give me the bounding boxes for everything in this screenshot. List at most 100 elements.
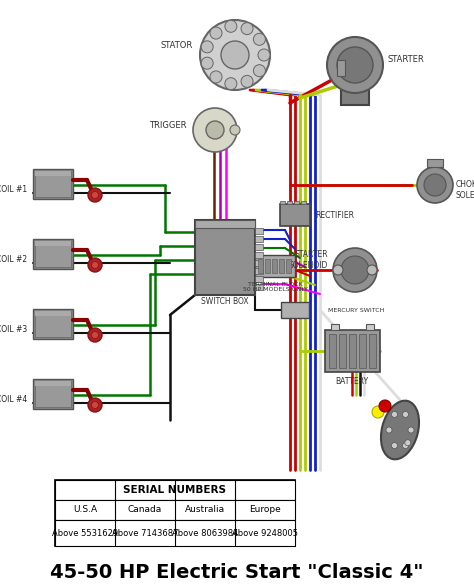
Bar bbox=[359, 334, 366, 368]
Bar bbox=[294, 201, 299, 204]
Circle shape bbox=[379, 400, 391, 412]
Bar bbox=[55, 480, 295, 546]
Bar bbox=[35, 241, 71, 267]
Bar bbox=[366, 324, 374, 330]
Circle shape bbox=[88, 328, 102, 342]
Bar bbox=[35, 311, 71, 316]
Circle shape bbox=[417, 167, 453, 203]
Bar bbox=[255, 260, 263, 266]
Bar bbox=[286, 259, 291, 273]
Bar bbox=[35, 381, 71, 386]
Bar bbox=[35, 171, 71, 176]
Text: Above 8063984: Above 8063984 bbox=[172, 529, 238, 537]
Bar bbox=[255, 284, 263, 290]
Bar bbox=[255, 252, 263, 258]
Bar bbox=[255, 228, 263, 234]
Circle shape bbox=[337, 47, 373, 83]
Circle shape bbox=[254, 33, 265, 46]
Circle shape bbox=[241, 23, 253, 34]
Text: Canada: Canada bbox=[128, 506, 162, 515]
Bar bbox=[55, 480, 295, 500]
Bar bbox=[337, 60, 345, 76]
Bar bbox=[55, 520, 295, 546]
Circle shape bbox=[327, 37, 383, 93]
Circle shape bbox=[221, 41, 249, 69]
Circle shape bbox=[225, 20, 237, 32]
Text: COIL #3: COIL #3 bbox=[0, 325, 27, 335]
Text: Above 5531629: Above 5531629 bbox=[52, 529, 118, 537]
Circle shape bbox=[88, 258, 102, 272]
Circle shape bbox=[230, 125, 240, 135]
Bar bbox=[279, 259, 284, 273]
Text: RECTIFIER: RECTIFIER bbox=[315, 210, 354, 220]
Bar bbox=[33, 169, 73, 199]
Bar bbox=[272, 259, 277, 273]
Bar bbox=[195, 220, 255, 295]
Text: SERIAL NUMBERS: SERIAL NUMBERS bbox=[124, 485, 227, 495]
Circle shape bbox=[402, 411, 409, 418]
Circle shape bbox=[91, 262, 99, 269]
Bar bbox=[255, 244, 263, 250]
Circle shape bbox=[333, 265, 343, 275]
Bar bbox=[255, 236, 263, 242]
Circle shape bbox=[88, 188, 102, 202]
Circle shape bbox=[258, 49, 270, 61]
Circle shape bbox=[402, 443, 409, 449]
Circle shape bbox=[333, 248, 377, 292]
Circle shape bbox=[341, 256, 369, 284]
Circle shape bbox=[372, 406, 384, 418]
Text: COIL #2: COIL #2 bbox=[0, 256, 27, 265]
Circle shape bbox=[225, 78, 237, 90]
Circle shape bbox=[392, 443, 398, 449]
Bar bbox=[331, 324, 339, 330]
Circle shape bbox=[200, 20, 270, 90]
Text: STARTER: STARTER bbox=[388, 55, 425, 64]
Circle shape bbox=[91, 192, 99, 199]
Bar bbox=[280, 204, 310, 226]
Bar bbox=[369, 334, 376, 368]
Bar bbox=[33, 239, 73, 269]
Bar bbox=[33, 309, 73, 339]
Bar bbox=[280, 201, 285, 204]
Text: Above 9248005: Above 9248005 bbox=[232, 529, 298, 537]
Text: COIL #4: COIL #4 bbox=[0, 395, 27, 405]
Circle shape bbox=[88, 398, 102, 412]
Text: Above 7143687: Above 7143687 bbox=[112, 529, 178, 537]
Circle shape bbox=[367, 265, 377, 275]
Bar bbox=[258, 259, 263, 273]
Bar bbox=[35, 381, 71, 407]
Text: Europe: Europe bbox=[249, 506, 281, 515]
Bar bbox=[349, 334, 356, 368]
Circle shape bbox=[254, 65, 265, 77]
Bar bbox=[301, 201, 306, 204]
Circle shape bbox=[386, 427, 392, 433]
Circle shape bbox=[91, 332, 99, 339]
Bar bbox=[341, 60, 369, 105]
Bar bbox=[195, 220, 255, 228]
Circle shape bbox=[193, 108, 237, 152]
Text: 45-50 HP Electric Start "Classic 4": 45-50 HP Electric Start "Classic 4" bbox=[50, 562, 424, 582]
Circle shape bbox=[210, 71, 222, 83]
Circle shape bbox=[201, 41, 213, 53]
Text: COIL #1: COIL #1 bbox=[0, 186, 27, 194]
Text: STARTER
SOLENOID: STARTER SOLENOID bbox=[289, 250, 328, 270]
Bar bbox=[281, 302, 309, 318]
Bar bbox=[325, 330, 380, 372]
Bar bbox=[287, 201, 292, 204]
Bar bbox=[255, 255, 295, 277]
Text: MERCURY SWITCH: MERCURY SWITCH bbox=[328, 308, 384, 312]
Text: BATTERY: BATTERY bbox=[336, 377, 369, 387]
Bar bbox=[55, 500, 295, 520]
Bar bbox=[35, 311, 71, 337]
Circle shape bbox=[405, 440, 411, 446]
Bar bbox=[33, 379, 73, 409]
Circle shape bbox=[408, 427, 414, 433]
Circle shape bbox=[424, 174, 446, 196]
Ellipse shape bbox=[381, 401, 419, 460]
Circle shape bbox=[392, 411, 398, 418]
Circle shape bbox=[210, 27, 222, 39]
Bar bbox=[255, 268, 263, 274]
Bar bbox=[339, 334, 346, 368]
Bar bbox=[427, 159, 443, 167]
Text: STATOR: STATOR bbox=[161, 40, 193, 50]
